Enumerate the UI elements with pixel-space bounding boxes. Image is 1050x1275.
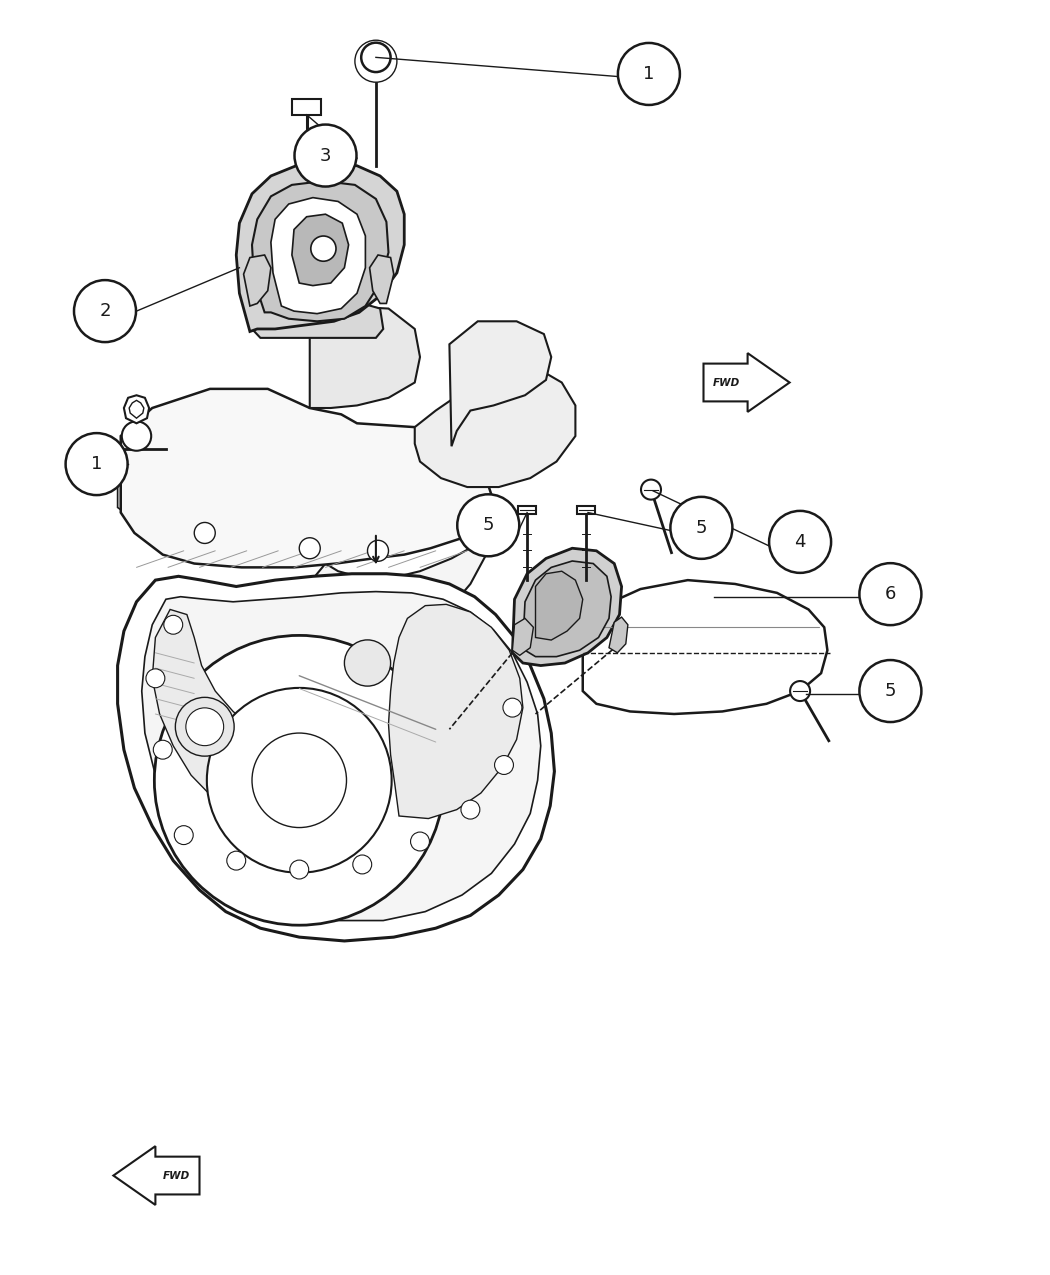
Circle shape	[344, 640, 391, 686]
Circle shape	[361, 42, 391, 73]
Polygon shape	[92, 439, 122, 459]
Polygon shape	[142, 592, 541, 921]
Polygon shape	[244, 255, 271, 306]
Text: FWD: FWD	[713, 377, 740, 388]
Polygon shape	[271, 198, 365, 314]
Polygon shape	[512, 618, 533, 655]
Polygon shape	[129, 400, 144, 418]
Circle shape	[461, 801, 480, 819]
Circle shape	[186, 708, 224, 746]
Circle shape	[859, 564, 922, 625]
Circle shape	[227, 852, 246, 870]
Text: 6: 6	[885, 585, 896, 603]
Polygon shape	[583, 580, 827, 714]
Polygon shape	[236, 163, 404, 332]
Circle shape	[355, 41, 397, 82]
FancyBboxPatch shape	[576, 506, 595, 514]
Circle shape	[299, 538, 320, 558]
Circle shape	[74, 280, 136, 342]
Text: 4: 4	[795, 533, 805, 551]
Circle shape	[859, 660, 922, 722]
Circle shape	[617, 43, 680, 105]
Polygon shape	[512, 548, 622, 666]
Circle shape	[294, 125, 357, 186]
Circle shape	[290, 861, 309, 878]
Polygon shape	[310, 306, 420, 408]
Polygon shape	[704, 353, 790, 412]
Text: 1: 1	[91, 455, 102, 473]
Circle shape	[174, 826, 193, 844]
Text: 5: 5	[885, 682, 896, 700]
Polygon shape	[252, 303, 383, 338]
Polygon shape	[113, 1146, 200, 1205]
Text: 5: 5	[696, 519, 707, 537]
Polygon shape	[292, 214, 349, 286]
Polygon shape	[118, 574, 554, 941]
Circle shape	[353, 856, 372, 873]
Circle shape	[670, 497, 733, 558]
Polygon shape	[252, 181, 388, 321]
Polygon shape	[388, 604, 523, 819]
Polygon shape	[609, 617, 628, 653]
Circle shape	[411, 833, 429, 850]
Circle shape	[175, 697, 234, 756]
Circle shape	[207, 688, 392, 872]
Circle shape	[252, 733, 346, 827]
Circle shape	[194, 523, 215, 543]
Circle shape	[65, 434, 128, 495]
Polygon shape	[124, 395, 149, 423]
Polygon shape	[121, 389, 491, 567]
Circle shape	[146, 669, 165, 687]
Polygon shape	[415, 367, 575, 487]
Text: 3: 3	[320, 147, 331, 164]
Circle shape	[154, 635, 444, 926]
FancyBboxPatch shape	[292, 99, 321, 115]
Circle shape	[640, 479, 662, 500]
Circle shape	[495, 756, 513, 774]
Circle shape	[457, 495, 520, 556]
Circle shape	[311, 236, 336, 261]
Polygon shape	[260, 546, 488, 729]
Text: 2: 2	[100, 302, 110, 320]
Circle shape	[790, 681, 811, 701]
FancyBboxPatch shape	[518, 506, 537, 514]
Circle shape	[153, 741, 172, 759]
Circle shape	[368, 541, 388, 561]
Polygon shape	[536, 571, 583, 640]
Polygon shape	[449, 321, 551, 446]
Text: FWD: FWD	[163, 1170, 190, 1181]
Text: 1: 1	[644, 65, 654, 83]
Polygon shape	[370, 255, 394, 303]
Circle shape	[164, 616, 183, 634]
Circle shape	[122, 421, 151, 451]
Polygon shape	[523, 561, 611, 657]
Circle shape	[769, 511, 832, 572]
Polygon shape	[152, 609, 299, 822]
Circle shape	[503, 699, 522, 717]
Polygon shape	[118, 418, 294, 529]
Text: 5: 5	[483, 516, 493, 534]
